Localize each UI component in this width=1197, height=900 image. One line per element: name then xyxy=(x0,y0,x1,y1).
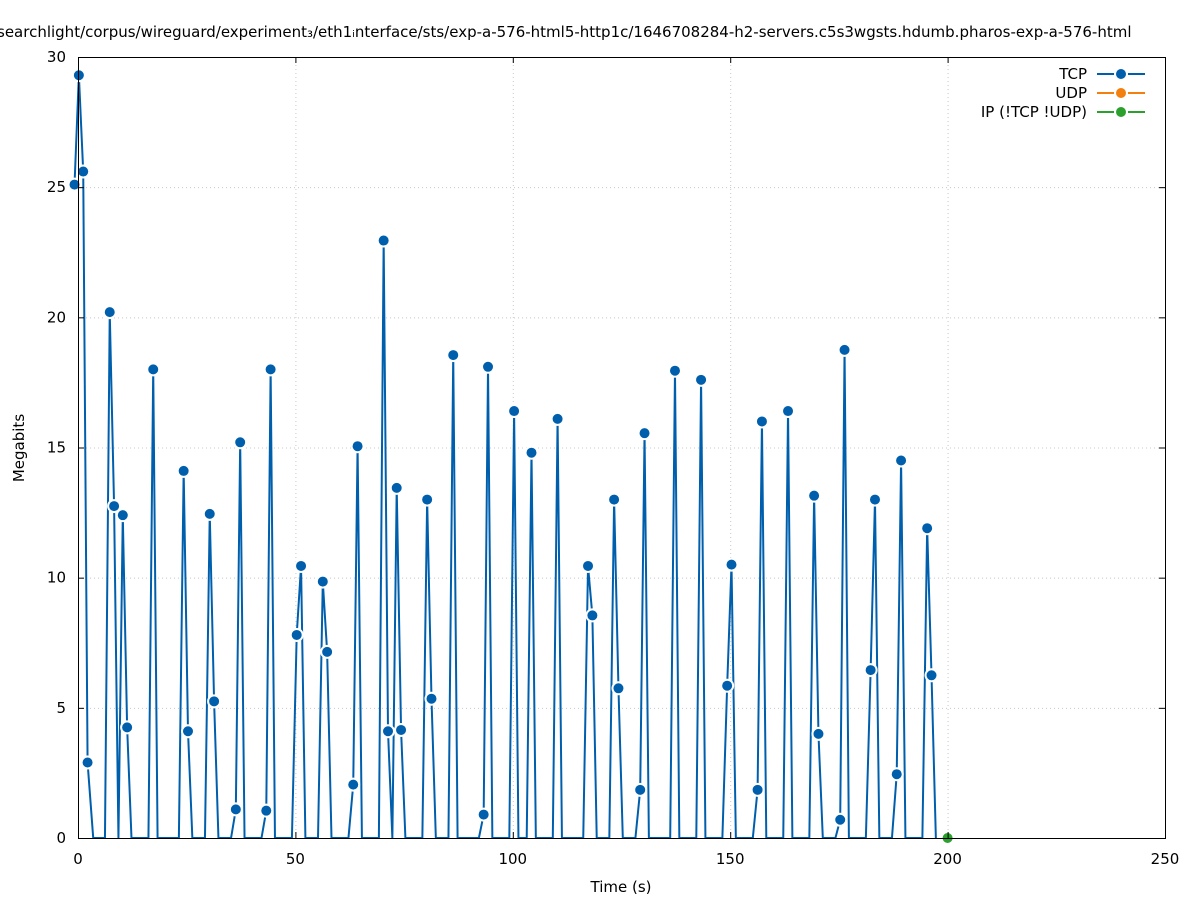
data-point xyxy=(76,164,91,179)
data-point xyxy=(611,681,626,696)
data-point xyxy=(424,691,439,706)
data-point xyxy=(924,668,939,683)
data-point xyxy=(120,720,135,735)
chart-title: searchlight/corpus/wireguard/experiment₃… xyxy=(0,23,1132,41)
y-tick-label: 25 xyxy=(47,178,66,196)
y-tick-label: 0 xyxy=(56,829,66,847)
data-point xyxy=(811,726,826,741)
data-point xyxy=(637,426,652,441)
data-point xyxy=(446,348,461,363)
data-point xyxy=(837,342,852,357)
legend-marker xyxy=(1114,67,1128,81)
legend-label: UDP xyxy=(1055,84,1087,102)
data-point xyxy=(315,574,330,589)
axes: 0 50 100 150 200 250 0 5 10 15 20 25 30 xyxy=(47,48,1179,868)
data-point xyxy=(550,411,565,426)
data-point xyxy=(481,359,496,374)
data-point xyxy=(524,445,539,460)
data-point xyxy=(889,767,904,782)
y-axis-label: Megabits xyxy=(10,414,28,482)
data-point xyxy=(724,557,739,572)
data-point xyxy=(346,777,361,792)
data-point xyxy=(207,694,222,709)
data-point xyxy=(720,678,735,693)
data-point xyxy=(350,439,365,454)
data-point xyxy=(807,488,822,503)
data-point xyxy=(320,644,335,659)
data-point xyxy=(920,521,935,536)
data-point xyxy=(667,363,682,378)
y-tick-label: 20 xyxy=(47,308,66,326)
data-point xyxy=(863,663,878,678)
data-point xyxy=(289,627,304,642)
data-point xyxy=(867,492,882,507)
data-point xyxy=(694,372,709,387)
data-point xyxy=(107,499,122,514)
data-point xyxy=(376,233,391,248)
data-point xyxy=(115,508,130,523)
data-point xyxy=(67,177,82,192)
series-line-0 xyxy=(73,74,937,839)
legend-label: TCP xyxy=(1058,65,1087,83)
y-tick-label: 5 xyxy=(56,699,66,717)
data-point xyxy=(476,807,491,822)
data-point xyxy=(420,492,435,507)
data-point xyxy=(507,404,522,419)
data-point xyxy=(181,724,196,739)
x-tick-label: 100 xyxy=(498,850,527,868)
data-point xyxy=(146,362,161,377)
data-point xyxy=(394,722,409,737)
data-point xyxy=(294,558,309,573)
data-point xyxy=(607,492,622,507)
data-point xyxy=(389,480,404,495)
data-point xyxy=(750,782,765,797)
data-point xyxy=(585,608,600,623)
x-tick-label: 50 xyxy=(286,850,305,868)
data-point xyxy=(754,414,769,429)
x-tick-label: 0 xyxy=(73,850,83,868)
plot-area xyxy=(67,68,955,845)
data-point xyxy=(176,463,191,478)
x-tick-label: 250 xyxy=(1151,850,1180,868)
data-point xyxy=(381,724,396,739)
data-point xyxy=(833,812,848,827)
data-point xyxy=(581,558,596,573)
data-point xyxy=(781,404,796,419)
x-tick-label: 150 xyxy=(716,850,745,868)
legend-label: IP (!TCP !UDP) xyxy=(981,103,1087,121)
x-axis-label: Time (s) xyxy=(590,878,652,896)
x-tick-label: 200 xyxy=(933,850,962,868)
y-tick-label: 15 xyxy=(47,439,66,457)
legend-item-2: IP (!TCP !UDP) xyxy=(981,103,1145,121)
y-tick-label: 10 xyxy=(47,569,66,587)
y-tick-label: 30 xyxy=(47,48,66,66)
legend-item-0: TCP xyxy=(1058,65,1145,83)
data-point xyxy=(263,362,278,377)
legend-item-1: UDP xyxy=(1055,84,1145,102)
data-point xyxy=(233,435,248,450)
data-point xyxy=(228,802,243,817)
legend-marker xyxy=(1114,86,1128,100)
data-point xyxy=(80,755,95,770)
data-point xyxy=(633,782,648,797)
data-point xyxy=(259,803,274,818)
data-point xyxy=(102,305,117,320)
legend-marker xyxy=(1114,105,1128,119)
data-point xyxy=(202,506,217,521)
data-point xyxy=(894,453,909,468)
